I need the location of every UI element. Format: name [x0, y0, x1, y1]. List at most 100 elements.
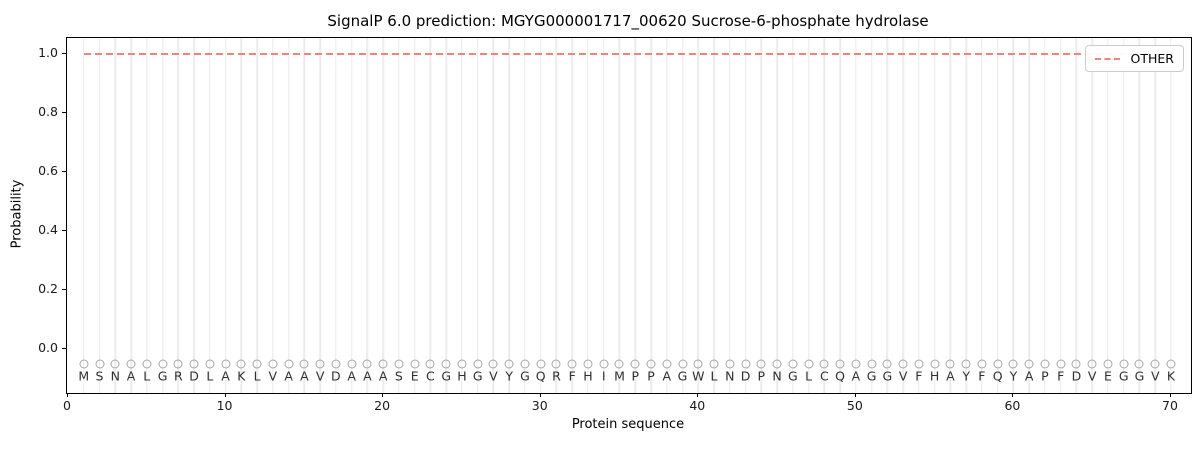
gridline: [981, 38, 983, 393]
residue-letter: V: [489, 368, 498, 384]
gridline: [98, 38, 101, 393]
residue-marker-circle: [236, 359, 246, 369]
residue-marker-circle: [299, 359, 309, 369]
residue-letter: Q: [835, 368, 845, 384]
residue-letter: R: [552, 368, 561, 384]
gridline: [823, 38, 826, 393]
residue-marker-circle: [441, 359, 451, 369]
gridline: [303, 38, 306, 393]
residue-marker-circle: [1008, 359, 1018, 369]
y-tick-mark: [62, 53, 66, 54]
residue-marker-circle: [1119, 359, 1129, 369]
residue-marker-circle: [567, 359, 577, 369]
residue-letter: E: [1104, 368, 1112, 384]
residue-marker-circle: [882, 359, 892, 369]
gridline: [697, 38, 700, 393]
gridline: [1044, 38, 1046, 393]
gridline: [918, 38, 920, 393]
gridline: [508, 38, 510, 393]
residue-letter: V: [268, 368, 278, 384]
residue-marker-circle: [425, 359, 435, 369]
residue-letter: P: [631, 368, 640, 384]
residue-letter: R: [173, 368, 183, 384]
residue-marker-circle: [772, 359, 782, 369]
residue-letter: F: [1057, 368, 1065, 384]
residue-marker-circle: [1087, 359, 1097, 369]
gridline: [949, 38, 952, 393]
residue-letter: G: [1134, 368, 1145, 384]
residue-marker-circle: [331, 359, 341, 369]
residue-letter: V: [898, 368, 908, 384]
residue-letter: A: [363, 368, 372, 384]
residue-marker-circle: [536, 359, 546, 369]
gridline: [902, 38, 904, 393]
residue-marker-circle: [473, 359, 483, 369]
residue-marker-circle: [993, 359, 1003, 369]
gridline: [681, 38, 684, 393]
residue-letter: A: [347, 368, 356, 384]
y-tick-label: 0.0: [38, 340, 58, 355]
x-tick-mark: [1169, 393, 1171, 397]
gridline: [870, 38, 873, 393]
residue-marker-circle: [804, 359, 814, 369]
gridline: [287, 38, 290, 393]
y-tick-label: 0.8: [38, 104, 58, 119]
residue-marker-circle: [520, 359, 530, 369]
gridline: [146, 38, 148, 393]
gridline: [319, 38, 321, 393]
y-tick-label: 0.2: [38, 281, 58, 296]
gridline: [209, 38, 211, 393]
gridline: [996, 38, 999, 393]
gridline: [256, 38, 258, 393]
x-tick-mark: [697, 393, 699, 397]
chart-title: SignalP 6.0 prediction: MGYG000001717_00…: [327, 12, 929, 30]
x-axis-label: Protein sequence: [571, 417, 685, 432]
residue-marker-circle: [599, 359, 609, 369]
gridline: [807, 38, 810, 393]
residue-letter: C: [819, 368, 829, 384]
gridline: [1059, 38, 1062, 393]
gridline: [272, 38, 274, 393]
residue-marker-circle: [268, 359, 278, 369]
x-tick-label: 50: [846, 398, 863, 413]
residue-letter: Y: [1009, 368, 1018, 384]
y-tick-mark: [62, 171, 66, 172]
residue-marker-circle: [741, 359, 751, 369]
residue-marker-circle: [173, 359, 183, 369]
gridline: [461, 38, 463, 393]
residue-marker-circle: [756, 359, 766, 369]
y-tick-label: 0.4: [38, 222, 58, 237]
residue-letter: S: [95, 368, 104, 384]
residue-marker-circle: [1040, 359, 1050, 369]
residue-letter: I: [601, 368, 606, 384]
gridline: [177, 38, 180, 393]
residue-letter: G: [787, 368, 798, 384]
residue-letter: G: [472, 368, 483, 384]
residue-marker-circle: [678, 359, 688, 369]
gridline: [933, 38, 936, 393]
gridline: [713, 38, 715, 393]
residue-letter: Y: [505, 368, 514, 384]
residue-letter: G: [441, 368, 451, 384]
residue-letter: P: [647, 368, 655, 384]
x-tick-mark: [224, 393, 226, 397]
residue-marker-circle: [630, 359, 640, 369]
gridline: [335, 38, 337, 393]
gridline: [855, 38, 857, 393]
gridline: [350, 38, 353, 393]
residue-letter: H: [929, 368, 940, 384]
residue-letter: E: [410, 368, 419, 384]
residue-marker-circle: [205, 359, 215, 369]
residue-letter: K: [1166, 368, 1176, 384]
residue-marker-circle: [898, 359, 908, 369]
residue-letter: N: [772, 368, 782, 384]
residue-marker-circle: [961, 359, 971, 369]
residue-letter: D: [331, 368, 341, 384]
gridline: [130, 38, 132, 393]
residue-marker-circle: [945, 359, 955, 369]
residue-letter: A: [300, 368, 309, 384]
residue-marker-circle: [1134, 359, 1144, 369]
residue-marker-circle: [867, 359, 877, 369]
gridline: [666, 38, 668, 393]
